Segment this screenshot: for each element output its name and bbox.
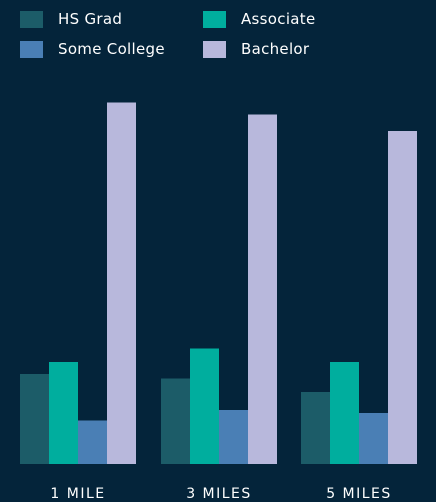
legend-swatch-some-college [20,40,43,58]
bar-hs-grad-3-miles [161,378,190,464]
bar-hs-grad-5-miles [301,392,330,464]
bar-group-3-miles [161,114,277,464]
legend-item-hs-grad: HS Grad [20,9,122,29]
bar-some-college-5-miles [359,413,388,464]
bar-associate-1-mile [49,362,78,464]
legend-label-bachelor: Bachelor [241,40,310,58]
bar-bachelor-3-miles [248,114,277,464]
bar-associate-3-miles [190,348,219,464]
legend-swatch-hs-grad [20,10,43,28]
legend-label-some-college: Some College [58,40,165,58]
legend-swatch-associate [203,10,226,28]
bar-group-5-miles [301,131,417,464]
bar-bachelor-5-miles [388,131,417,464]
legend-item-associate: Associate [203,9,316,29]
bar-some-college-3-miles [219,410,248,464]
x-tick-label-5-miles: 5 MILES [326,486,392,502]
bar-some-college-1-mile [78,420,107,464]
legend-label-hs-grad: HS Grad [58,10,123,28]
x-tick-label-3-miles: 3 MILES [186,486,252,502]
legend-item-some-college: Some College [20,39,165,59]
legend-label-associate: Associate [241,10,316,28]
x-tick-label-1-mile: 1 MILE [50,486,105,502]
legend-swatch-bachelor [203,40,226,58]
bar-bachelor-1-mile [107,102,136,464]
chart-legend: HS Grad Associate Some College Bachelor [20,6,420,66]
bar-associate-5-miles [330,362,359,464]
legend-item-bachelor: Bachelor [203,39,309,59]
bar-group-1-mile [20,102,136,464]
bar-hs-grad-1-mile [20,374,49,464]
